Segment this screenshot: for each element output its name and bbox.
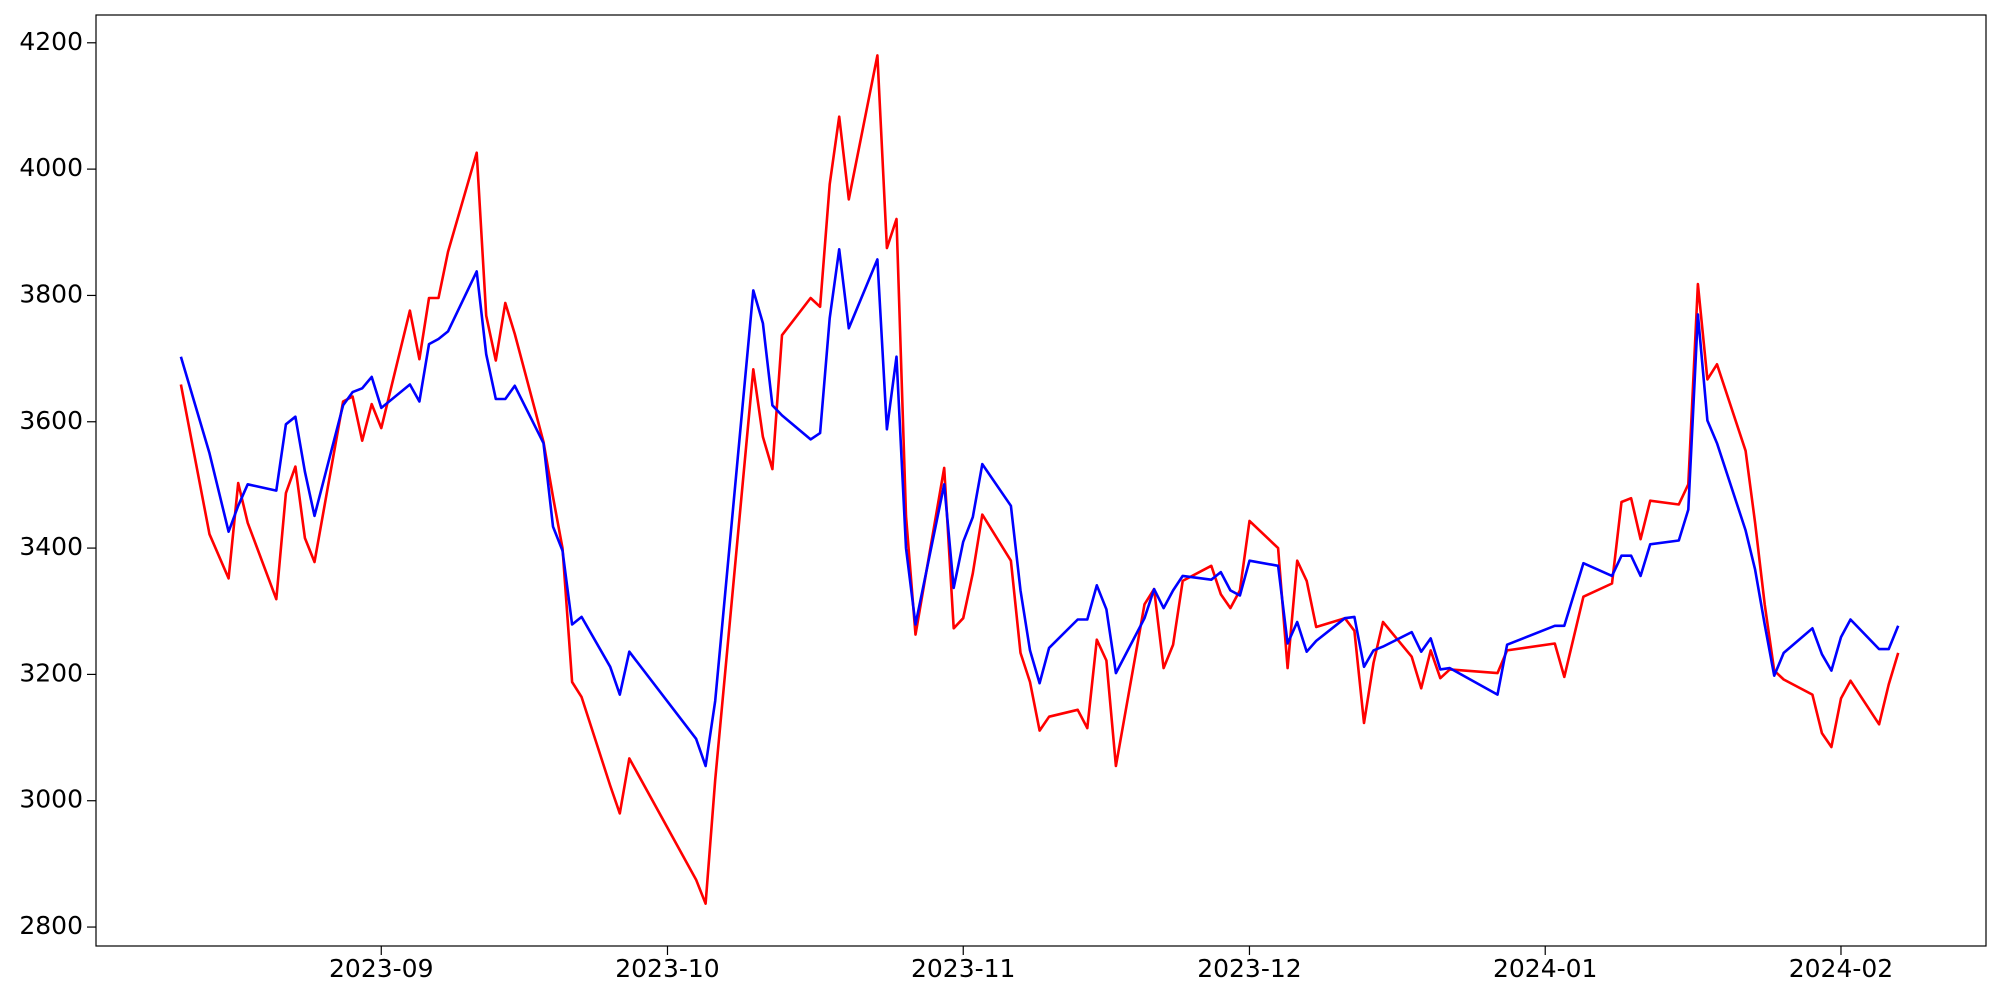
x-tick-label: 2024-01 [1493, 954, 1597, 983]
y-tick-label: 3000 [19, 785, 83, 814]
y-tick-label: 3200 [19, 658, 83, 687]
x-tick-label: 2024-02 [1789, 954, 1893, 983]
line-series [179, 248, 1900, 768]
plot-frame [95, 14, 1987, 947]
x-tick-label: 2023-12 [1197, 954, 1301, 983]
x-tick-label: 2023-10 [615, 954, 719, 983]
line-series [179, 54, 1900, 905]
y-tick-label: 3400 [19, 532, 83, 561]
y-tick-label: 4000 [19, 153, 83, 182]
y-tick-label: 2800 [19, 911, 83, 940]
x-tick-label: 2023-11 [911, 954, 1015, 983]
x-tick-label: 2023-09 [329, 954, 433, 983]
y-tick-label: 4200 [19, 27, 83, 56]
y-tick-label: 3600 [19, 406, 83, 435]
y-tick-label: 3800 [19, 279, 83, 308]
